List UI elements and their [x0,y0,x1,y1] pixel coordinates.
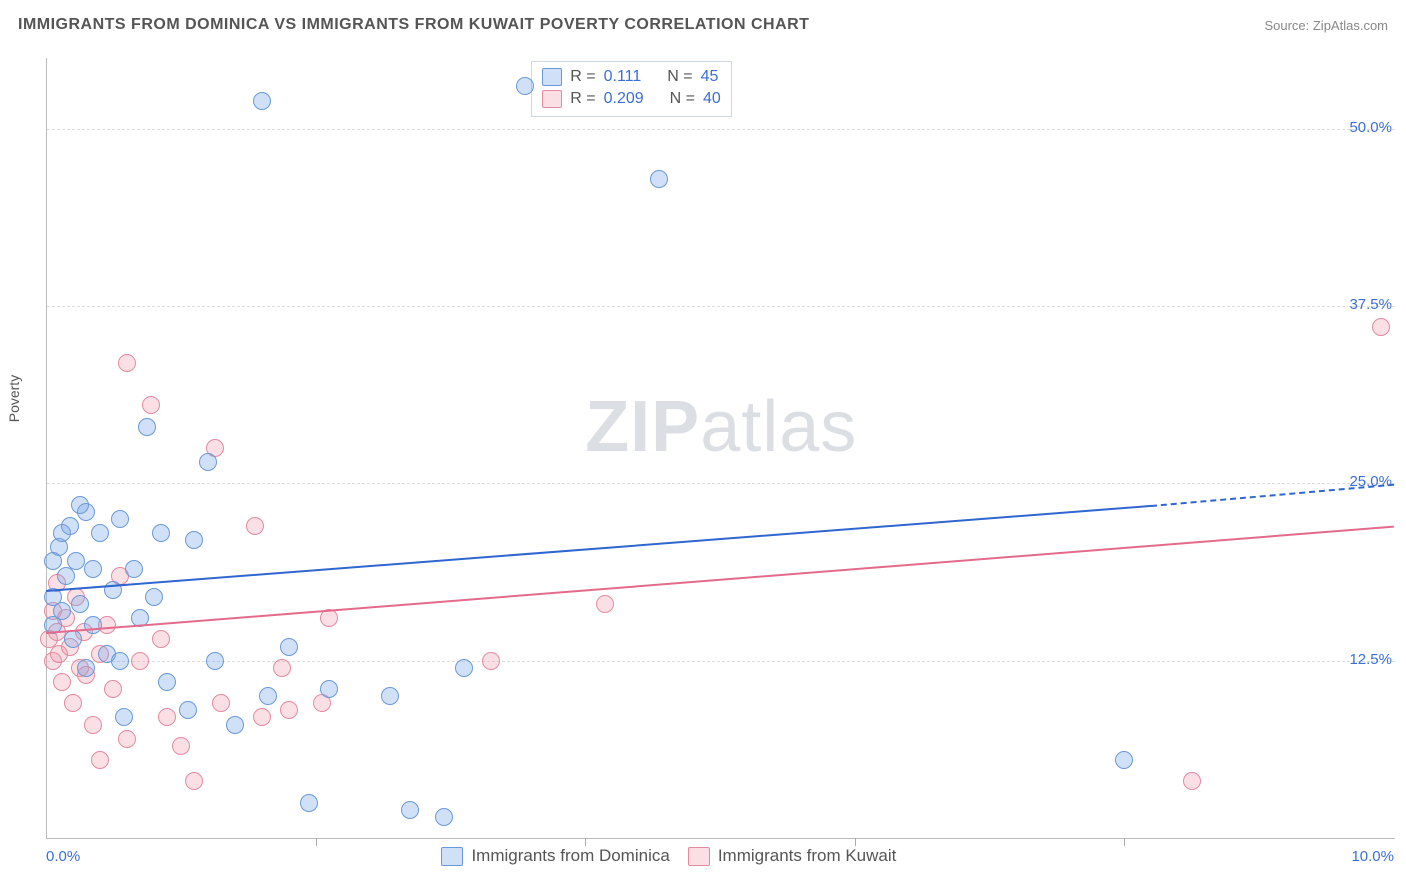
scatter-point-dominica [179,701,197,719]
y-tick-label: 12.5% [1349,651,1392,668]
scatter-point-dominica [145,588,163,606]
scatter-point-dominica [320,680,338,698]
legend-r-value: 0.111 [604,66,642,88]
scatter-point-kuwait [91,751,109,769]
scatter-point-dominica [111,510,129,528]
legend-swatch [441,847,463,866]
scatter-point-dominica [381,687,399,705]
scatter-point-kuwait [84,716,102,734]
scatter-point-dominica [185,531,203,549]
scatter-point-kuwait [1183,772,1201,790]
scatter-point-dominica [138,418,156,436]
scatter-point-kuwait [142,396,160,414]
legend-r-value: 0.209 [604,88,644,110]
y-tick-label: 37.5% [1349,296,1392,313]
scatter-point-dominica [111,652,129,670]
scatter-point-kuwait [246,517,264,535]
scatter-point-dominica [77,659,95,677]
scatter-point-dominica [280,638,298,656]
scatter-point-kuwait [118,730,136,748]
scatter-point-dominica [516,77,534,95]
scatter-point-dominica [64,630,82,648]
scatter-point-dominica [71,496,89,514]
scatter-point-dominica [67,552,85,570]
scatter-point-kuwait [1372,318,1390,336]
scatter-point-kuwait [158,708,176,726]
scatter-point-dominica [650,170,668,188]
scatter-point-dominica [455,659,473,677]
scatter-point-dominica [199,453,217,471]
legend-swatch [542,68,562,86]
scatter-point-dominica [53,602,71,620]
legend-r-label: R = [570,88,595,110]
scatter-point-dominica [206,652,224,670]
plot-area [46,58,1395,839]
scatter-point-dominica [158,673,176,691]
scatter-point-kuwait [596,595,614,613]
legend-n-value: 40 [703,88,721,110]
scatter-point-kuwait [185,772,203,790]
scatter-point-kuwait [253,708,271,726]
legend-correlation: R = 0.111 N = 45 R = 0.209 N = 40 [531,61,732,117]
legend-swatch [688,847,710,866]
legend-n-value: 45 [701,66,719,88]
scatter-point-kuwait [482,652,500,670]
y-axis-label: Poverty [6,375,22,422]
legend-series-label: Immigrants from Dominica [471,846,669,865]
scatter-point-kuwait [64,694,82,712]
scatter-point-dominica [226,716,244,734]
legend-r-label: R = [570,66,595,88]
legend-series-label: Immigrants from Kuwait [718,846,897,865]
scatter-point-dominica [300,794,318,812]
scatter-point-kuwait [152,630,170,648]
scatter-point-kuwait [212,694,230,712]
scatter-point-dominica [53,524,71,542]
x-tick-label: 0.0% [46,848,80,865]
scatter-point-dominica [115,708,133,726]
legend-n-label: N = [667,66,692,88]
scatter-point-dominica [125,560,143,578]
x-tick-label: 10.0% [1351,848,1394,865]
legend-swatch [542,90,562,108]
scatter-point-kuwait [131,652,149,670]
scatter-point-dominica [435,808,453,826]
legend-n-label: N = [670,88,695,110]
scatter-point-kuwait [104,680,122,698]
scatter-point-dominica [71,595,89,613]
source-attribution: Source: ZipAtlas.com [1264,18,1388,33]
scatter-point-kuwait [280,701,298,719]
scatter-point-kuwait [273,659,291,677]
scatter-point-dominica [44,552,62,570]
legend-series: Immigrants from Dominica Immigrants from … [423,846,896,866]
scatter-point-dominica [91,524,109,542]
scatter-point-dominica [401,801,419,819]
scatter-point-dominica [84,616,102,634]
scatter-point-dominica [259,687,277,705]
chart-title: IMMIGRANTS FROM DOMINICA VS IMMIGRANTS F… [18,16,809,34]
y-tick-label: 50.0% [1349,119,1392,136]
scatter-point-kuwait [53,673,71,691]
scatter-point-kuwait [172,737,190,755]
scatter-point-dominica [152,524,170,542]
scatter-point-kuwait [118,354,136,372]
scatter-point-dominica [253,92,271,110]
scatter-point-dominica [84,560,102,578]
scatter-point-dominica [1115,751,1133,769]
